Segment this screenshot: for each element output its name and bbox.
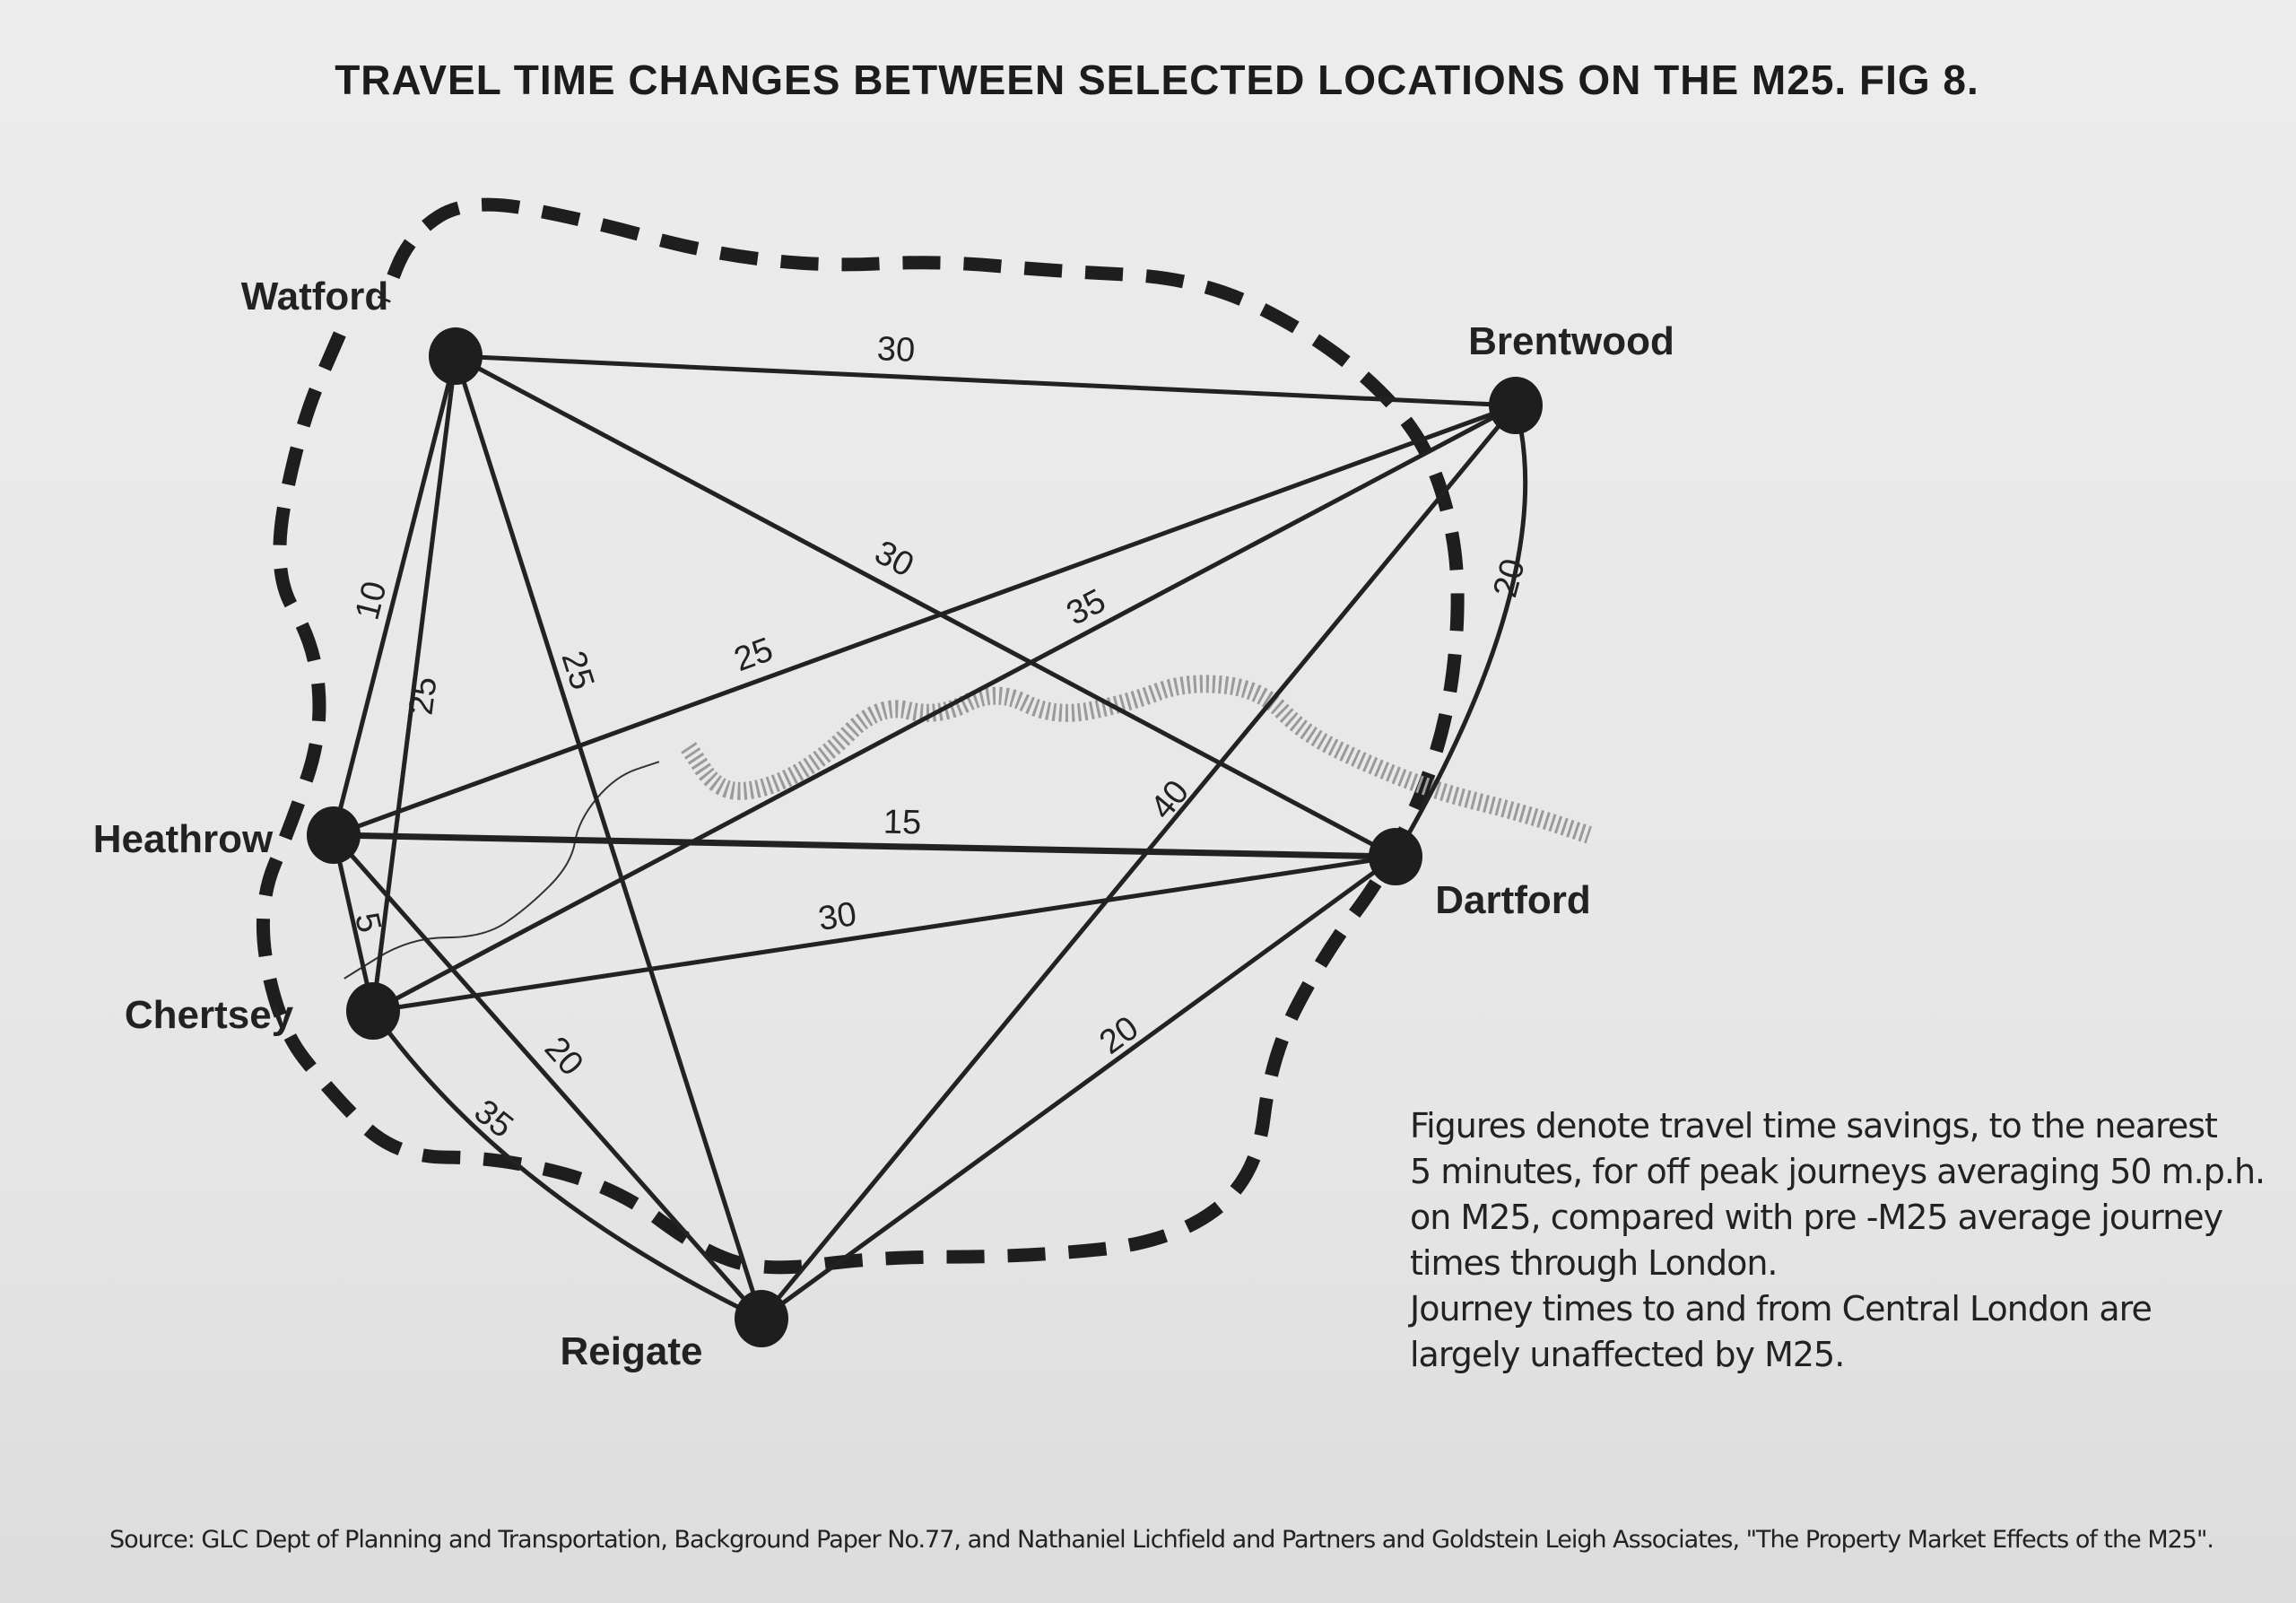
route-time-label: 10 [349, 578, 395, 623]
route-line-heathrow-chertsey [331, 834, 376, 1012]
route-line-heathrow-dartford [333, 832, 1396, 860]
location-label-dartford: Dartford [1435, 878, 1591, 922]
route-line-chertsey-brentwood [371, 403, 1518, 1014]
route-line-watford-heathrow [331, 355, 458, 836]
location-label-reigate: Reigate [561, 1329, 703, 1373]
route-time-label: 30 [876, 330, 916, 370]
route-line-reigate-brentwood [760, 404, 1518, 1320]
note-line: largely unaffected by M25. [1410, 1335, 1845, 1374]
note-line: times through London. [1410, 1243, 1779, 1283]
route-time-label: 25 [729, 631, 778, 679]
location-node-watford [429, 327, 483, 385]
route-time-label: 30 [816, 895, 859, 938]
location-node-dartford [1369, 828, 1422, 885]
route-line-heathrow-reigate [332, 833, 763, 1320]
location-node-brentwood [1489, 377, 1543, 434]
route-line-watford-chertsey [370, 355, 458, 1012]
location-node-reigate [735, 1290, 788, 1347]
route-line-watford-reigate [453, 355, 764, 1320]
note-line: Figures denote travel time savings, to t… [1410, 1106, 2218, 1146]
route-time-label: 40 [1144, 773, 1196, 826]
route-time-label: 20 [1092, 1009, 1145, 1062]
route-line-chertsey-dartford [372, 854, 1396, 1014]
route-time-label: 20 [1486, 555, 1532, 602]
location-label-brentwood: Brentwood [1468, 319, 1674, 363]
note-line: 5 minutes, for off peak journeys averagi… [1410, 1152, 2266, 1191]
location-label-chertsey: Chertsey [125, 993, 294, 1037]
note-line: on M25, compared with pre -M25 average j… [1410, 1198, 2223, 1237]
source-citation: Source: GLC Dept of Planning and Transpo… [109, 1526, 2214, 1554]
route-time-label: 25 [403, 675, 445, 717]
figure-title: TRAVEL TIME CHANGES BETWEEN SELECTED LOC… [335, 57, 1979, 103]
route-line-watford-brentwood [455, 353, 1517, 408]
route-line-heathrow-brentwood [333, 403, 1517, 838]
notes-text: Figures denote travel time savings, to t… [1410, 1103, 2266, 1378]
m25-orbital-dashed-line [256, 197, 1465, 1275]
route-time-label: 35 [467, 1093, 520, 1146]
route-time-label: 30 [868, 534, 919, 585]
note-line: Journey times to and from Central London… [1410, 1289, 2152, 1329]
location-node-chertsey [346, 982, 400, 1040]
location-label-heathrow: Heathrow [93, 817, 274, 861]
route-line-reigate-dartford [760, 854, 1397, 1321]
river-thames [681, 675, 1592, 844]
route-line-watford-dartford [454, 353, 1397, 859]
route-time-label: 15 [883, 804, 921, 842]
route-line-brentwood-dartford [1393, 405, 1528, 858]
route-line-chertsey-reigate [370, 1009, 763, 1321]
location-label-watford: Watford [241, 274, 389, 318]
location-node-heathrow [307, 806, 361, 864]
